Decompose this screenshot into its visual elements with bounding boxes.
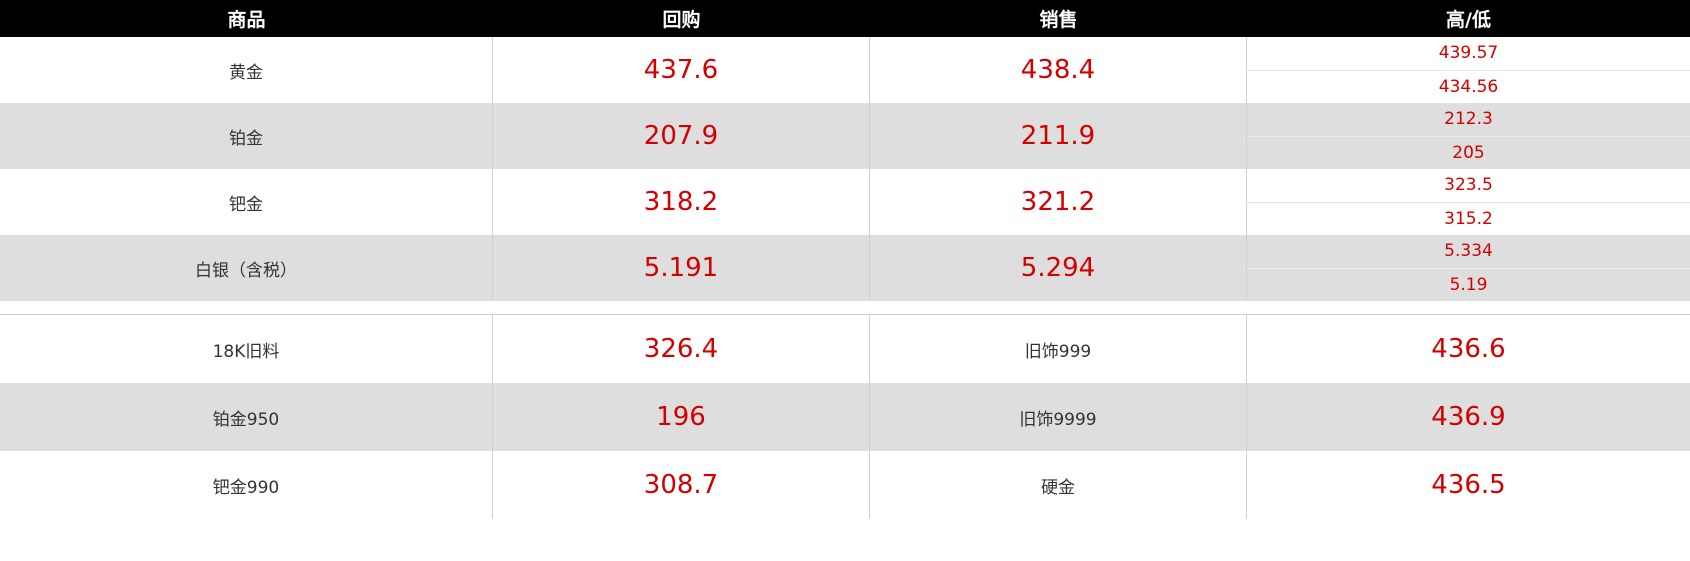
sell-price: 211.9 xyxy=(870,103,1247,169)
high-price: 323.5 xyxy=(1247,169,1690,203)
table-row: 黄金 437.6 438.4 439.57 434.56 xyxy=(0,37,1690,103)
high-price: 5.334 xyxy=(1247,235,1690,269)
table-header: 商品 回购 销售 高/低 xyxy=(0,0,1690,37)
low-price: 205 xyxy=(1452,142,1485,163)
product-name: 白银（含税） xyxy=(0,235,493,301)
table-row: 钯金 318.2 321.2 323.5 315.2 xyxy=(0,169,1690,235)
table-row: 白银（含税） 5.191 5.294 5.334 5.19 xyxy=(0,235,1690,301)
product-name: 钯金 xyxy=(0,169,493,235)
low-price: 434.56 xyxy=(1438,76,1499,97)
product-price: 308.7 xyxy=(493,451,870,519)
sell-price: 438.4 xyxy=(870,37,1247,103)
header-buyback: 回购 xyxy=(662,9,701,31)
product-name: 18K旧料 xyxy=(0,315,493,383)
product-name: 铂金 xyxy=(0,103,493,169)
product-name: 黄金 xyxy=(0,37,493,103)
product-price: 436.5 xyxy=(1431,470,1506,500)
product-price: 326.4 xyxy=(493,315,870,383)
high-low-cell: 5.334 5.19 xyxy=(1247,235,1690,301)
product-name: 旧饰9999 xyxy=(870,383,1247,451)
product-price: 436.9 xyxy=(1431,402,1506,432)
header-high-low: 高/低 xyxy=(1446,9,1491,31)
table-row: 铂金 207.9 211.9 212.3 205 xyxy=(0,103,1690,169)
product-name: 铂金950 xyxy=(0,383,493,451)
table-row: 18K旧料 326.4 旧饰999 436.6 xyxy=(0,315,1690,383)
buyback-price: 207.9 xyxy=(493,103,870,169)
product-price: 196 xyxy=(493,383,870,451)
high-price: 212.3 xyxy=(1247,103,1690,137)
product-name: 旧饰999 xyxy=(870,315,1247,383)
low-price: 315.2 xyxy=(1444,208,1493,229)
high-low-cell: 323.5 315.2 xyxy=(1247,169,1690,235)
sell-price: 5.294 xyxy=(870,235,1247,301)
buyback-price: 437.6 xyxy=(493,37,870,103)
header-product: 商品 xyxy=(227,9,266,31)
low-price: 5.19 xyxy=(1449,274,1488,295)
table-row: 钯金990 308.7 硬金 436.5 xyxy=(0,451,1690,519)
buyback-price: 5.191 xyxy=(493,235,870,301)
section-divider xyxy=(0,301,1690,315)
high-low-cell: 439.57 434.56 xyxy=(1247,37,1690,103)
buyback-price: 318.2 xyxy=(493,169,870,235)
header-sell: 销售 xyxy=(1039,9,1078,31)
high-low-cell: 212.3 205 xyxy=(1247,103,1690,169)
high-price: 439.57 xyxy=(1247,37,1690,71)
product-name: 硬金 xyxy=(870,451,1247,519)
product-name: 钯金990 xyxy=(0,451,493,519)
table-row: 铂金950 196 旧饰9999 436.9 xyxy=(0,383,1690,451)
product-price: 436.6 xyxy=(1431,334,1506,364)
sell-price: 321.2 xyxy=(870,169,1247,235)
